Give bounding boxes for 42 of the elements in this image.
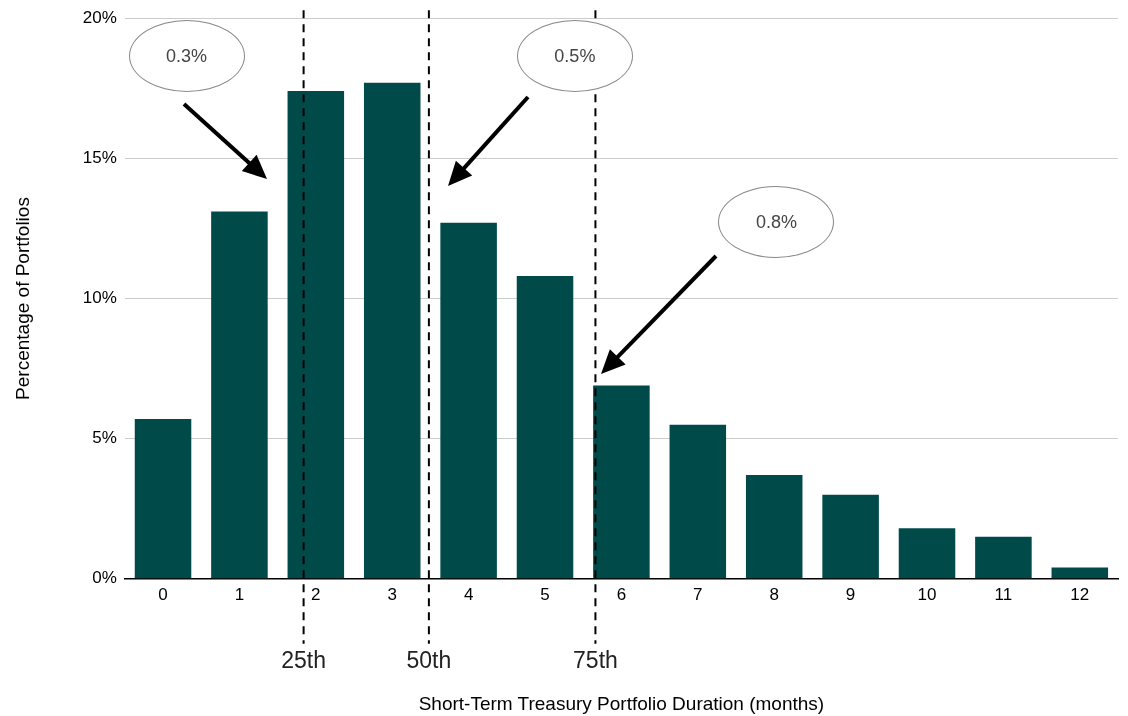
annotation: 0.5% — [554, 45, 596, 67]
x-tick-label: 7 — [693, 584, 703, 604]
x-tick-label: 5 — [540, 584, 550, 604]
x-tick-label: 2 — [311, 584, 321, 604]
bar — [669, 424, 727, 579]
bar — [211, 211, 268, 579]
x-tick-label: 12 — [1070, 584, 1090, 604]
callout-bubble: 0.3% — [128, 20, 245, 93]
y-axis-title: Percentage of Portfolios — [11, 197, 33, 400]
y-tick-label: 20% — [82, 7, 117, 27]
y-tick-label: 0% — [92, 568, 117, 588]
y-tick-label: 10% — [82, 288, 117, 308]
x-tick-label: 9 — [845, 584, 856, 604]
bar — [516, 276, 574, 579]
x-tick-label: 6 — [616, 584, 627, 604]
y-tick-label: 15% — [82, 148, 117, 168]
annotation: 0.3% — [166, 45, 208, 67]
x-tick-label: 1 — [234, 584, 245, 604]
x-tick-label: 4 — [463, 584, 474, 604]
bar — [440, 222, 497, 579]
bar — [1051, 567, 1109, 579]
y-tick-label: 5% — [92, 428, 117, 448]
x-tick-label: 3 — [387, 584, 397, 604]
annotation: 0.8% — [755, 211, 797, 233]
bar — [134, 419, 192, 579]
x-tick-label: 10 — [917, 584, 937, 604]
bar — [363, 82, 421, 579]
x-tick-label: 11 — [994, 584, 1013, 604]
bar — [593, 385, 650, 579]
bar — [822, 494, 879, 579]
ref-line-label: 25th — [281, 647, 326, 674]
callout-bubble: 0.8% — [718, 186, 835, 259]
bar — [898, 528, 956, 579]
bar — [745, 475, 803, 579]
callout-bubble: 0.5% — [516, 20, 633, 93]
bar — [287, 91, 345, 579]
x-axis-title: Short-Term Treasury Portfolio Duration (months) — [418, 692, 825, 714]
x-tick-label: 0 — [158, 584, 168, 604]
ref-line-label: 75th — [573, 647, 618, 674]
x-tick-label: 8 — [769, 584, 779, 604]
ref-line-label: 50th — [406, 647, 452, 674]
bar — [975, 536, 1032, 579]
